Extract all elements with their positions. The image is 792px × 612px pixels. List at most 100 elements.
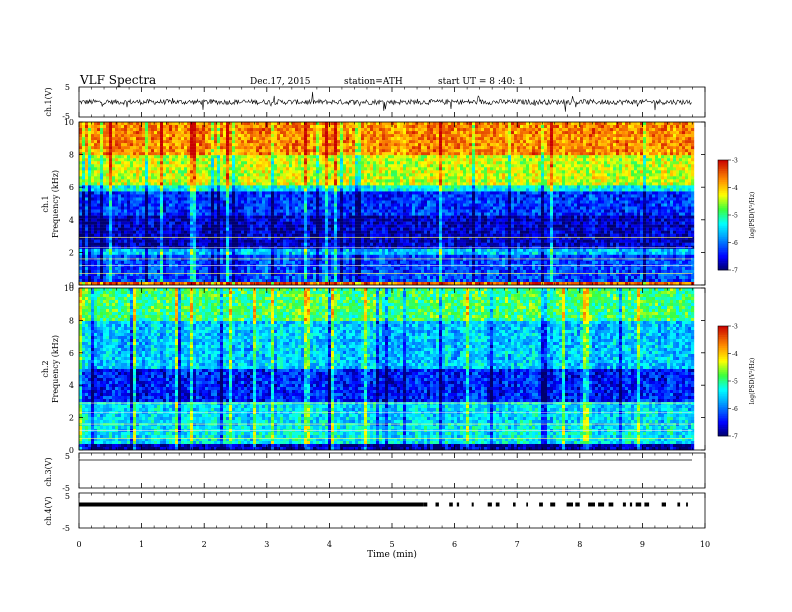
spectrogram-cell: [157, 194, 161, 198]
spectrogram-cell: [133, 179, 137, 183]
spectrogram-cell: [679, 143, 683, 147]
spectrogram-cell: [157, 158, 161, 162]
spectrogram-cell: [637, 134, 641, 138]
spectrogram-cell: [619, 128, 623, 132]
spectrogram-cell: [319, 146, 323, 150]
spectrogram-cell: [358, 146, 362, 150]
spectrogram-cell: [604, 131, 608, 135]
spectrogram-cell: [163, 158, 167, 162]
spectrogram-cell: [499, 161, 503, 165]
spectrogram-cell: [250, 155, 254, 159]
spectrogram-cell: [112, 191, 116, 195]
spectrogram-cell: [160, 125, 164, 129]
spectrogram-cell: [481, 179, 485, 183]
spectrogram-cell: [202, 194, 206, 198]
spectrogram-cell: [244, 167, 248, 171]
spectrogram-cell: [598, 143, 602, 147]
spectrogram-cell: [541, 191, 545, 195]
spectrogram-cell: [223, 137, 227, 141]
spectrogram-cell: [364, 167, 368, 171]
spectrogram-cell: [643, 149, 647, 153]
spectrogram-cell: [91, 125, 95, 129]
spectrogram-cell: [157, 167, 161, 171]
spectrogram-cell: [649, 173, 653, 177]
spectrogram-cell: [589, 158, 593, 162]
spectrogram-cell: [169, 170, 173, 174]
spectrogram-cell: [616, 185, 620, 189]
spectrogram-cell: [163, 137, 167, 141]
spectrogram-cell: [601, 167, 605, 171]
spectrogram-cell: [112, 161, 116, 165]
spectrogram-cell: [289, 143, 293, 147]
spectrogram-cell: [652, 161, 656, 165]
spectrogram-cell: [679, 182, 683, 186]
spectrogram-cell: [154, 152, 158, 156]
spectrogram-cell: [250, 137, 254, 141]
spectrogram-cell: [577, 185, 581, 189]
spectrogram-cell: [490, 134, 494, 138]
spectrogram-cell: [634, 158, 638, 162]
spectrogram-cell: [424, 143, 428, 147]
spectrogram-cell: [403, 143, 407, 147]
spectrogram-cell: [184, 122, 188, 126]
spectrogram-cell: [625, 167, 629, 171]
spectrogram-cell: [127, 161, 131, 165]
spectrogram-cell: [118, 128, 122, 132]
spectrogram-cell: [550, 155, 554, 159]
spectrogram-cell: [391, 176, 395, 180]
spectrogram-cell: [349, 164, 353, 168]
spectrogram-cell: [457, 164, 461, 168]
spectrogram-cell: [151, 182, 155, 186]
spectrogram-cell: [535, 164, 539, 168]
spectrogram-cell: [160, 161, 164, 165]
spectrogram-cell: [160, 137, 164, 141]
spectrogram-cell: [85, 134, 89, 138]
spectrogram-cell: [337, 155, 341, 159]
spectrogram-cell: [226, 155, 230, 159]
spectrogram-cell: [316, 134, 320, 138]
spectrogram-cell: [661, 176, 665, 180]
spectrogram-cell: [370, 149, 374, 153]
spectrogram-cell: [583, 146, 587, 150]
spectrogram-cell: [466, 128, 470, 132]
spectrogram-cell: [448, 140, 452, 144]
spectrogram-cell: [130, 122, 134, 126]
spectrogram-cell: [229, 179, 233, 183]
spectrogram-cell: [118, 191, 122, 195]
spectrogram-cell: [553, 185, 557, 189]
spectrogram-cell: [664, 191, 668, 195]
spectrogram-cell: [598, 191, 602, 195]
spectrogram-cell: [454, 134, 458, 138]
spectrogram-cell: [586, 167, 590, 171]
spectrogram-cell: [562, 149, 566, 153]
spectrogram-cell: [487, 191, 491, 195]
spectrogram-cell: [178, 137, 182, 141]
spectrogram-cell: [322, 173, 326, 177]
spectrogram-cell: [655, 188, 659, 192]
spectrogram-cell: [112, 179, 116, 183]
spectrogram-cell: [169, 191, 173, 195]
spectrogram-cell: [172, 122, 176, 126]
spectrogram-cell: [217, 137, 221, 141]
spectrogram-cell: [133, 170, 137, 174]
spectrogram-cell: [142, 176, 146, 180]
spectrogram-cell: [286, 170, 290, 174]
spectrogram-cell: [106, 185, 110, 189]
spectrogram-cell: [202, 125, 206, 129]
spectrogram-cell: [586, 185, 590, 189]
spectrogram-cell: [331, 140, 335, 144]
spectrogram-cell: [352, 164, 356, 168]
spectrogram-cell: [376, 167, 380, 171]
spectrogram-cell: [574, 164, 578, 168]
spectrogram-cell: [478, 146, 482, 150]
spectrogram-cell: [529, 161, 533, 165]
spectrogram-cell: [559, 188, 563, 192]
spectrogram-cell: [421, 152, 425, 156]
spectrogram-cell: [79, 125, 83, 129]
spectrogram-cell: [295, 179, 299, 183]
spectrogram-cell: [631, 152, 635, 156]
spectrogram-cell: [391, 143, 395, 147]
spectrogram-cell: [580, 161, 584, 165]
spectrogram-cell: [181, 128, 185, 132]
spectrogram-cell: [127, 182, 131, 186]
